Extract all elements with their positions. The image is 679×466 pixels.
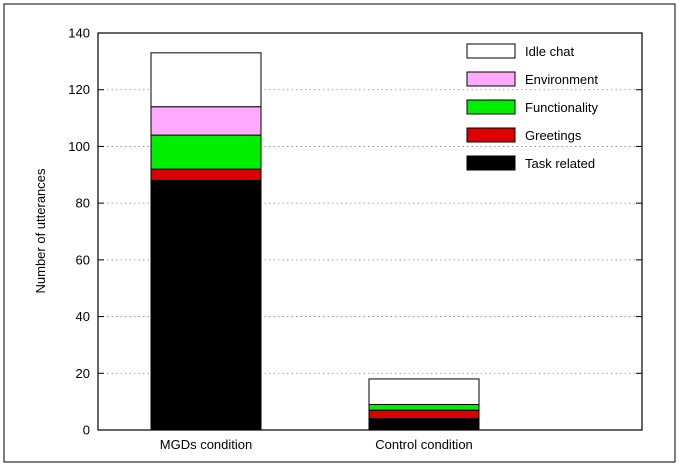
legend: Idle chat Environment Functionality Greetin… xyxy=(466,43,598,171)
y-tick-label: 60 xyxy=(76,252,90,267)
y-axis-ticks: 0 20 40 60 80 100 120 140 xyxy=(68,26,642,438)
bar-segment-functionality xyxy=(368,403,480,411)
bar-segment-task-related xyxy=(150,179,262,431)
y-tick-label: 40 xyxy=(76,309,90,324)
bar-segment-functionality xyxy=(150,134,262,170)
legend-swatch xyxy=(466,99,516,115)
y-tick-label: 80 xyxy=(76,196,90,211)
legend-label: Task related xyxy=(525,156,595,171)
y-tick-label: 0 xyxy=(83,423,90,438)
legend-label: Greetings xyxy=(525,128,582,143)
plot-area-border xyxy=(97,32,643,431)
legend-swatch xyxy=(466,127,516,143)
bar-segment-environment xyxy=(150,106,262,136)
y-tick-label: 120 xyxy=(68,82,90,97)
bars xyxy=(150,52,480,431)
bar-segment-greetings xyxy=(150,168,262,181)
legend-swatch xyxy=(466,43,516,59)
x-category-label: Control condition xyxy=(375,437,473,452)
bar-segment-greetings xyxy=(368,409,480,420)
y-tick-label: 100 xyxy=(68,139,90,154)
legend-swatch xyxy=(466,71,516,87)
legend-label: Idle chat xyxy=(525,44,575,59)
outer-frame xyxy=(3,3,676,463)
bar-segment-idle-chat xyxy=(368,378,480,405)
legend-label: Environment xyxy=(525,72,598,87)
legend-swatch xyxy=(466,155,516,171)
legend-label: Functionality xyxy=(525,100,598,115)
y-tick-label: 20 xyxy=(76,366,90,381)
y-tick-label: 140 xyxy=(68,26,90,41)
x-axis-labels: MGDs condition Control condition xyxy=(160,424,473,452)
y-axis-label: Number of utterances xyxy=(33,168,48,294)
bar-segment-idle-chat xyxy=(150,52,262,108)
x-category-label: MGDs condition xyxy=(160,437,252,452)
